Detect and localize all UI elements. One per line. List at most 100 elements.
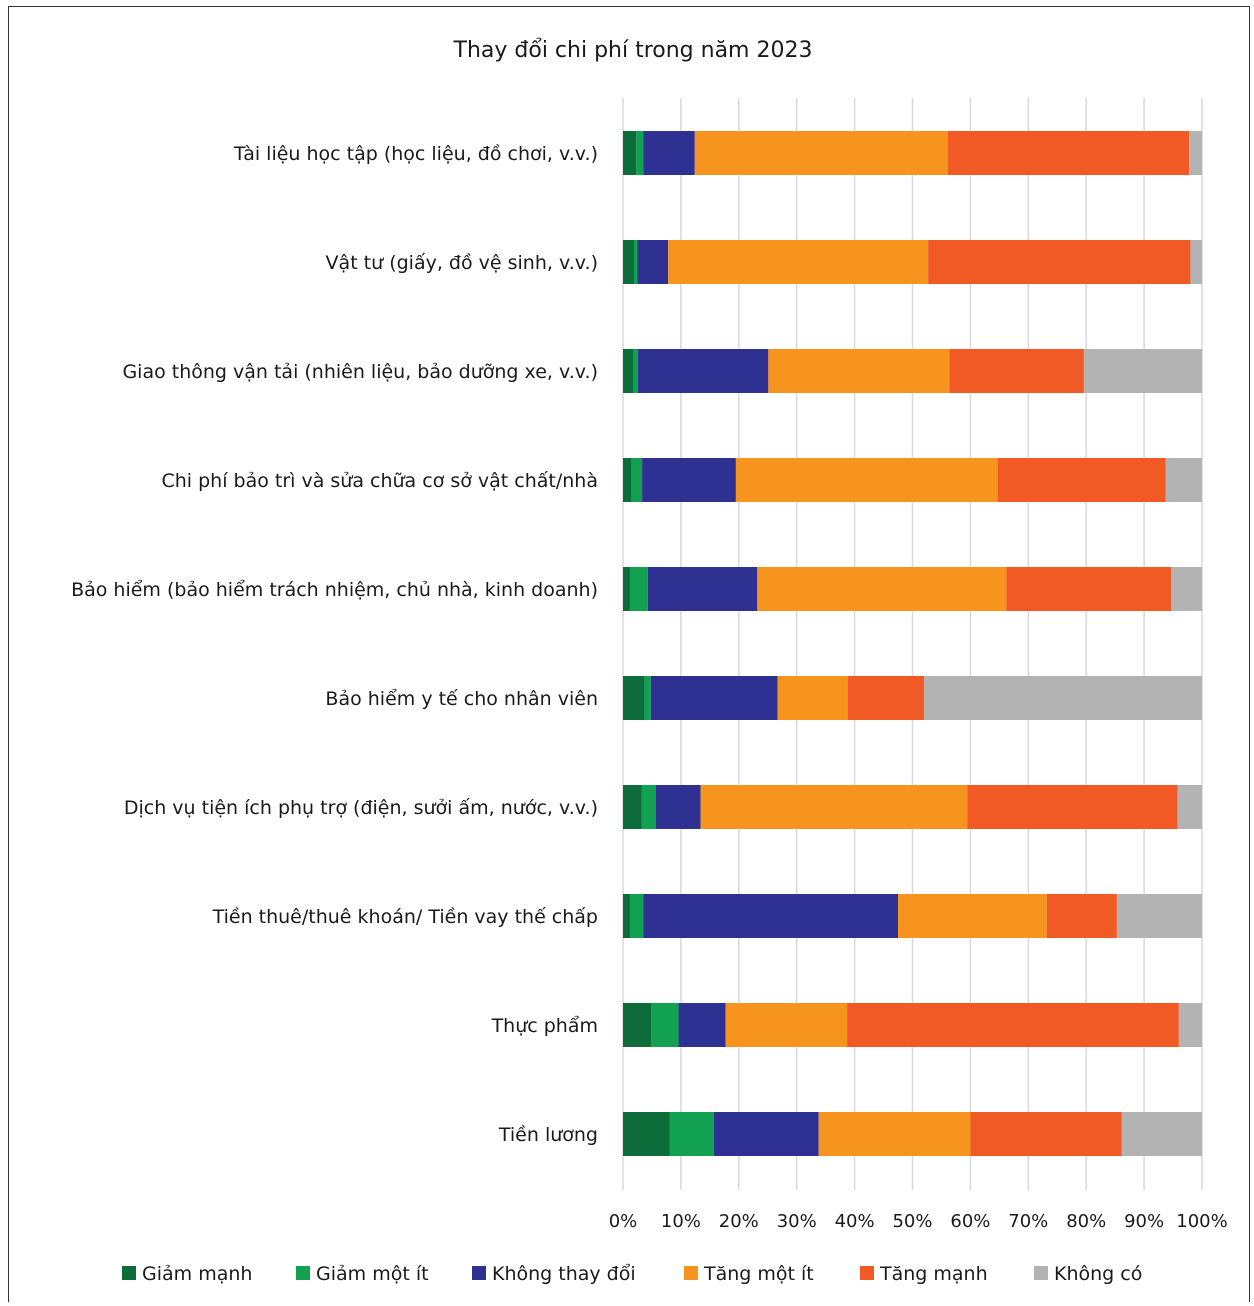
bar-segment — [623, 567, 630, 611]
bar-segment — [623, 894, 630, 938]
legend-label: Giảm một ít — [316, 1263, 429, 1285]
bar-segment — [847, 1003, 1179, 1047]
bar-segment — [644, 676, 651, 720]
bar-segment — [633, 349, 639, 393]
bar-segment — [629, 567, 648, 611]
bar-segment — [735, 458, 998, 502]
category-label: Giao thông vận tải (nhiên liệu, bảo dưỡn… — [122, 361, 598, 383]
bar-segment — [643, 131, 695, 175]
x-tick-label: 0% — [609, 1211, 638, 1232]
bar-segment — [757, 567, 1007, 611]
bar-segment — [898, 894, 1047, 938]
x-tick-label: 30% — [777, 1211, 817, 1232]
legend-label: Không có — [1054, 1263, 1142, 1285]
x-tick-label: 90% — [1124, 1211, 1164, 1232]
category-label: Tiền thuê/thuê khoán/ Tiền vay thế chấp — [212, 906, 598, 928]
bar-segment — [623, 1003, 652, 1047]
legend-label: Tăng một ít — [703, 1263, 814, 1285]
legend-swatch — [472, 1266, 486, 1280]
x-tick-label: 20% — [719, 1211, 759, 1232]
legend-swatch — [1034, 1266, 1048, 1280]
bar-segment — [694, 131, 948, 175]
legend-swatch — [122, 1266, 136, 1280]
legend: Giảm mạnh Giảm một ít Không thay đổi Tăng m… — [122, 1263, 1142, 1285]
bar-segment — [650, 676, 778, 720]
bar-segment — [678, 1003, 726, 1047]
x-tick-label: 80% — [1066, 1211, 1106, 1232]
bar-segment — [631, 458, 643, 502]
bar-segment — [636, 131, 644, 175]
bar-segment — [1171, 567, 1202, 611]
bar-segment — [1178, 1003, 1202, 1047]
bar-segment — [1083, 349, 1202, 393]
bar-segment — [651, 1003, 679, 1047]
bar-segment — [638, 349, 769, 393]
bar-segment — [947, 131, 1190, 175]
bar-segment — [623, 240, 635, 284]
x-tick-label: 40% — [835, 1211, 875, 1232]
legend-label: Tăng mạnh — [879, 1263, 988, 1285]
bar-segment — [700, 785, 968, 829]
bar-segment — [1189, 131, 1202, 175]
chart-frame — [8, 6, 1250, 1302]
bar-segment — [637, 240, 669, 284]
bar-segment — [768, 349, 950, 393]
bar-segment — [1190, 240, 1202, 284]
bar-segment — [1165, 458, 1202, 502]
bar-segment — [623, 349, 634, 393]
bar-segment — [643, 894, 899, 938]
bar-segment — [668, 240, 929, 284]
bar-segment — [725, 1003, 848, 1047]
category-label: Dịch vụ tiện ích phụ trợ (điện, sưởi ấm,… — [124, 797, 598, 819]
category-label: Bảo hiểm y tế cho nhân viên — [325, 688, 598, 710]
x-tick-label: 10% — [661, 1211, 701, 1232]
bar-segment — [641, 785, 657, 829]
bar-segment — [818, 1112, 971, 1156]
bar-segment — [1116, 894, 1202, 938]
bar-segment — [1046, 894, 1117, 938]
category-label: Thực phẩm — [491, 1015, 598, 1037]
bar-segment — [623, 1112, 670, 1156]
x-tick-label: 70% — [1008, 1211, 1048, 1232]
bar-segment — [623, 785, 642, 829]
bar-segment — [647, 567, 758, 611]
bar-segment — [669, 1112, 714, 1156]
bar-segment — [634, 240, 638, 284]
bar-segment — [997, 458, 1166, 502]
bar-segment — [928, 240, 1191, 284]
x-tick-label: 100% — [1176, 1211, 1227, 1232]
bar-segment — [623, 131, 637, 175]
bar-segment — [1121, 1112, 1202, 1156]
x-tick-label: 50% — [892, 1211, 932, 1232]
category-label: Bảo hiểm (bảo hiểm trách nhiệm, chủ nhà,… — [71, 579, 598, 601]
bar-segment — [656, 785, 701, 829]
x-axis-ticks: 0% 10% 20% 30% 40% 50% 60% 70% 80% 90% 100% — [609, 1211, 1228, 1232]
x-tick-label: 60% — [950, 1211, 990, 1232]
bar-segment — [777, 676, 848, 720]
legend-swatch — [860, 1266, 874, 1280]
bar-segment — [970, 1112, 1122, 1156]
bar-segment — [847, 676, 925, 720]
legend-label: Không thay đổi — [492, 1263, 636, 1285]
bar-segment — [629, 894, 644, 938]
bar-segment — [1177, 785, 1202, 829]
legend-swatch — [296, 1266, 310, 1280]
bars — [623, 131, 1202, 1156]
category-label: Vật tư (giấy, đồ vệ sinh, v.v.) — [326, 252, 598, 274]
bar-segment — [967, 785, 1178, 829]
bar-segment — [1006, 567, 1172, 611]
bar-segment — [949, 349, 1084, 393]
chart-title: Thay đổi chi phí trong năm 2023 — [453, 38, 813, 63]
category-label: Chi phí bảo trì và sửa chữa cơ sở vật ch… — [161, 470, 598, 492]
category-label: Tiền lương — [498, 1124, 598, 1146]
bar-segment — [642, 458, 736, 502]
bar-segment — [924, 676, 1202, 720]
category-labels: Tài liệu học tập (học liệu, đồ chơi, v.v… — [71, 143, 598, 1146]
bar-segment — [623, 458, 632, 502]
bar-segment — [713, 1112, 819, 1156]
bar-segment — [623, 676, 645, 720]
legend-label: Giảm mạnh — [142, 1263, 252, 1285]
category-label: Tài liệu học tập (học liệu, đồ chơi, v.v… — [233, 143, 598, 165]
legend-swatch — [684, 1266, 698, 1280]
